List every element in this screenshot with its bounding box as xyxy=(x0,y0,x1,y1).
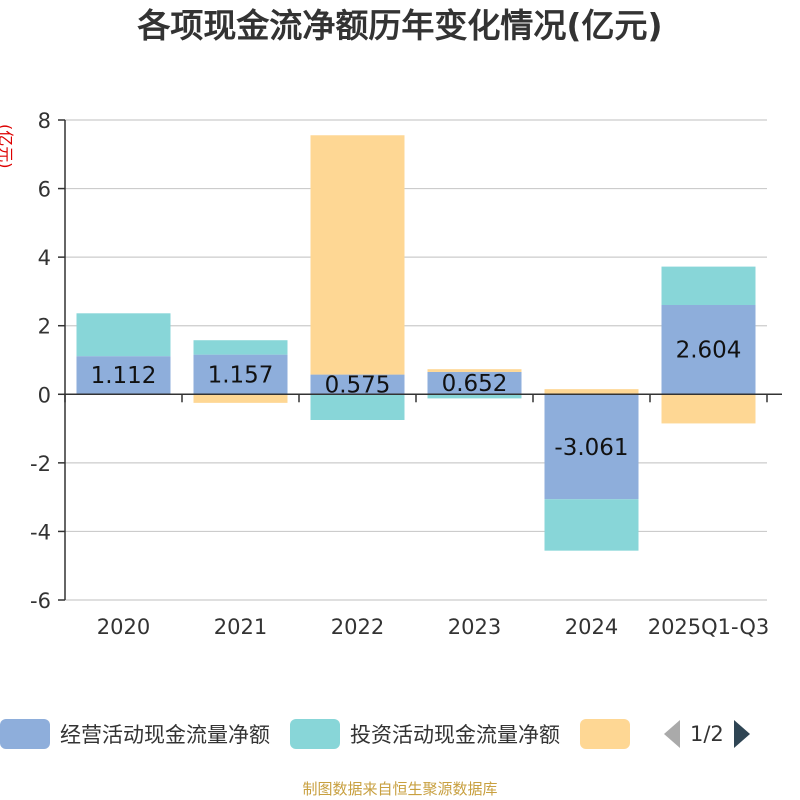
data-label-2020: 1.112 xyxy=(91,363,157,389)
bar-2021-s2 xyxy=(193,394,288,403)
y-tick-label: 8 xyxy=(38,109,51,133)
y-tick-label: -2 xyxy=(30,452,51,476)
bar-2022-s0 xyxy=(310,374,405,395)
data-label-2022: 0.575 xyxy=(325,372,391,398)
data-label-2021: 1.157 xyxy=(208,362,274,388)
legend-pager: 1/2 xyxy=(664,720,750,748)
x-tick-label: 2023 xyxy=(448,615,501,639)
legend: 经营活动现金流量净额 投资活动现金流量净额 1/2 xyxy=(0,714,800,754)
bar-2023-s1 xyxy=(427,394,522,399)
x-tick-label: 2022 xyxy=(331,615,384,639)
data-labels: 1.112 1.157 0.575 0.652 -3.061 2.604 xyxy=(91,338,742,461)
y-tick-label: 4 xyxy=(38,246,51,270)
y-tick-label: 6 xyxy=(38,178,51,202)
data-label-2025Q1-Q3: 2.604 xyxy=(676,338,742,364)
y-tick-label: -4 xyxy=(30,520,51,544)
y-axis-unit: (亿元) xyxy=(0,124,15,169)
chart-area: -6 -4 -2 0 2 4 6 8 2020 2021 2022 2023 2024 2025Q1-Q3… xyxy=(0,109,782,639)
x-tick-label: 2020 xyxy=(97,615,150,639)
bar-2025Q1-Q3-s2 xyxy=(661,394,756,424)
legend-item-financing[interactable] xyxy=(580,719,640,749)
bar-2022-s2 xyxy=(310,135,405,375)
bar-2021-s0 xyxy=(193,354,288,395)
bar-2020-s1 xyxy=(76,313,171,357)
bar-2021-s1 xyxy=(193,340,288,355)
x-tick-label: 2021 xyxy=(214,615,267,639)
legend-label-investing: 投资活动现金流量净额 xyxy=(350,723,560,747)
bars xyxy=(76,135,756,551)
x-tick-label: 2024 xyxy=(565,615,618,639)
y-tick-label: -6 xyxy=(30,589,51,613)
legend-item-investing[interactable]: 投资活动现金流量净额 xyxy=(290,719,560,749)
chart-title: 各项现金流净额历年变化情况(亿元) xyxy=(137,6,663,45)
x-tick-label: 2025Q1-Q3 xyxy=(648,615,770,639)
data-label-2023: 0.652 xyxy=(442,371,508,397)
legend-prev-icon[interactable] xyxy=(664,720,680,748)
bar-2022-s1 xyxy=(310,394,405,420)
y-tick-label: 0 xyxy=(38,383,51,407)
bar-2023-s0 xyxy=(427,371,522,395)
legend-swatch-financing xyxy=(580,719,630,749)
bar-2023-s2 xyxy=(427,369,522,372)
legend-label-operating: 经营活动现金流量净额 xyxy=(60,723,270,747)
bar-2025Q1-Q3-s1 xyxy=(661,266,756,306)
legend-page-indicator: 1/2 xyxy=(690,722,724,746)
source-footer: 制图数据来自恒生聚源数据库 xyxy=(302,780,498,798)
bar-2024-s1 xyxy=(544,499,639,551)
legend-swatch-operating xyxy=(0,719,50,749)
legend-item-operating[interactable]: 经营活动现金流量净额 xyxy=(0,719,270,749)
bar-2024-s2 xyxy=(544,389,639,395)
axes: -6 -4 -2 0 2 4 6 8 2020 2021 2022 2023 2024 2025Q1-Q3 xyxy=(30,109,782,639)
bar-2025Q1-Q3-s0 xyxy=(661,305,756,395)
legend-swatch-investing xyxy=(290,719,340,749)
data-label-2024: -3.061 xyxy=(554,435,628,461)
y-tick-label: 2 xyxy=(38,315,51,339)
legend-next-icon[interactable] xyxy=(733,720,750,748)
grid-lines xyxy=(65,119,767,601)
bar-2020-s0 xyxy=(76,356,171,395)
bar-2024-s0 xyxy=(544,394,639,500)
